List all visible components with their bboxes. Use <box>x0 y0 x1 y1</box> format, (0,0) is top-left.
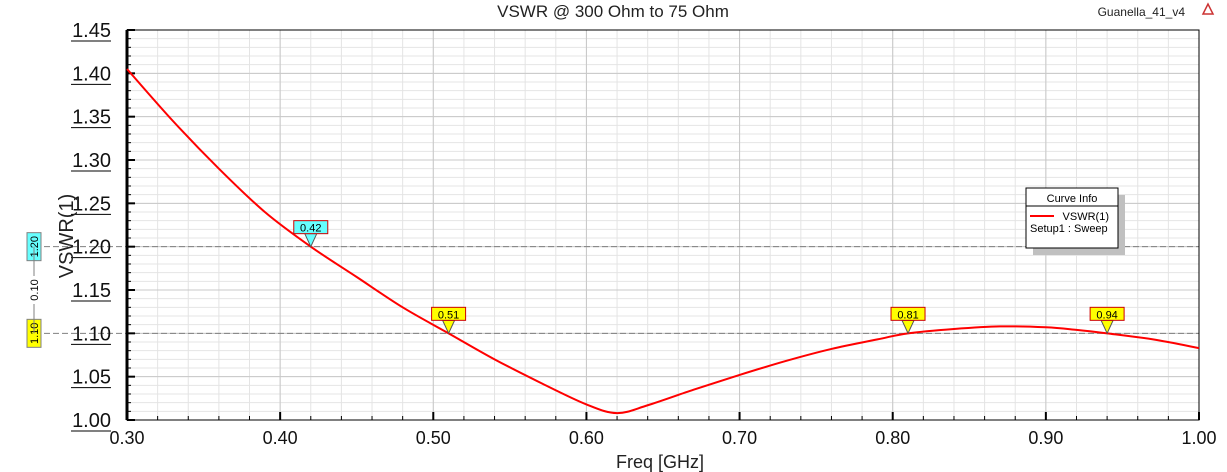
x-tick-label: 0.60 <box>569 428 604 448</box>
marker-label: 0.81 <box>897 309 918 321</box>
y-tick-label: 1.45 <box>72 20 111 42</box>
y-tick-label: 1.40 <box>72 63 111 85</box>
x-tick-label: 0.70 <box>722 428 757 448</box>
delta-label: 0.10 <box>29 279 41 300</box>
x-tick-label: 0.80 <box>875 428 910 448</box>
y-tick-label: 1.00 <box>72 410 111 432</box>
chart-title: VSWR @ 300 Ohm to 75 Ohm <box>497 2 729 21</box>
y-axis-label: VSWR(1) <box>56 194 78 278</box>
x-tick-label: 0.40 <box>263 428 298 448</box>
reference-marker-label: 1.20 <box>29 236 41 257</box>
x-tick-label: 0.90 <box>1028 428 1063 448</box>
x-tick-label: 0.50 <box>416 428 451 448</box>
ansys-logo-icon <box>1201 2 1215 15</box>
y-tick-label: 1.35 <box>72 107 111 129</box>
marker-box <box>293 220 329 235</box>
marker-label: 0.42 <box>300 223 321 235</box>
delta-bg <box>28 276 40 304</box>
marker-label: 0.51 <box>438 309 459 321</box>
x-tick-label: 0.30 <box>109 428 144 448</box>
project-name: Guanella_41_v4 <box>1098 5 1186 19</box>
reference-marker-label: 1.10 <box>29 323 41 344</box>
legend[interactable]: Curve Info VSWR(1) Setup1 : Sweep <box>1025 187 1125 255</box>
marker-pointer <box>901 319 915 335</box>
marker-label: 0.94 <box>1096 309 1117 321</box>
y-tick-label: 1.20 <box>72 237 111 259</box>
y-tick-label: 1.15 <box>72 280 111 302</box>
legend-subtitle: Setup1 : Sweep <box>1030 223 1108 235</box>
marker-box <box>431 306 467 321</box>
marker-box <box>1089 306 1125 321</box>
y-tick-label: 1.05 <box>72 367 111 389</box>
y-tick-label: 1.25 <box>72 193 111 215</box>
y-tick-label: 1.10 <box>72 323 111 345</box>
marker-box <box>890 306 926 321</box>
legend-entry: VSWR(1) <box>1063 211 1109 223</box>
legend-title: Curve Info <box>1047 193 1098 205</box>
y-tick-label: 1.30 <box>72 150 111 172</box>
marker-pointer <box>1100 319 1114 335</box>
x-axis-label: Freq [GHz] <box>616 452 704 472</box>
x-tick-label: 1.00 <box>1181 428 1216 448</box>
